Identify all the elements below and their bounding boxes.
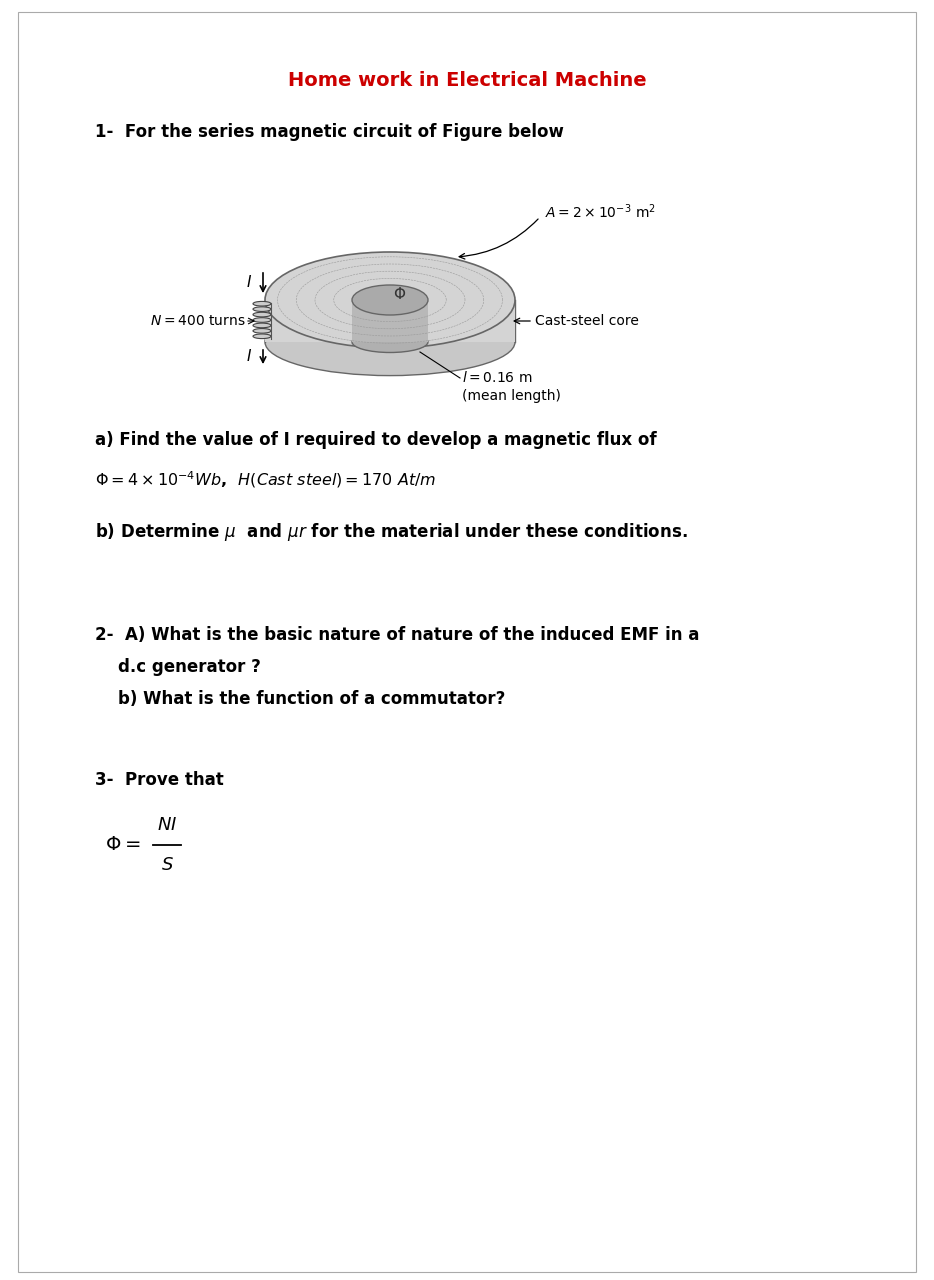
Text: $\Phi =$: $\Phi =$: [105, 836, 140, 855]
Text: $N = 400$ turns: $N = 400$ turns: [150, 314, 246, 328]
Text: a) Find the value of I required to develop a magnetic flux of: a) Find the value of I required to devel…: [95, 431, 657, 449]
Text: 1-  For the series magnetic circuit of Figure below: 1- For the series magnetic circuit of Fi…: [95, 123, 564, 141]
Ellipse shape: [352, 332, 428, 352]
Text: $\Phi = 4 \times 10^{-4}Wb$,  $H(Cast\ steel) = 170\ At/m$: $\Phi = 4 \times 10^{-4}Wb$, $H(Cast\ st…: [95, 470, 436, 490]
Text: $S$: $S$: [161, 856, 174, 874]
Text: b) What is the function of a commutator?: b) What is the function of a commutator?: [95, 690, 505, 708]
FancyBboxPatch shape: [265, 300, 515, 342]
Ellipse shape: [253, 323, 271, 328]
Text: (mean length): (mean length): [462, 389, 561, 403]
Text: Home work in Electrical Machine: Home work in Electrical Machine: [288, 70, 646, 90]
Ellipse shape: [253, 329, 271, 333]
Text: Cast-steel core: Cast-steel core: [535, 314, 639, 328]
FancyBboxPatch shape: [352, 300, 428, 342]
Ellipse shape: [265, 252, 515, 348]
FancyBboxPatch shape: [18, 12, 916, 1272]
Text: $I$: $I$: [246, 274, 252, 291]
Text: b) Determine $\mu$  and $\mu r$ for the material under these conditions.: b) Determine $\mu$ and $\mu r$ for the m…: [95, 521, 687, 543]
Text: $I$: $I$: [246, 348, 252, 364]
Text: $A = 2 \times 10^{-3}\ \mathrm{m}^2$: $A = 2 \times 10^{-3}\ \mathrm{m}^2$: [545, 202, 656, 221]
Text: 3-  Prove that: 3- Prove that: [95, 771, 224, 788]
Ellipse shape: [265, 308, 515, 375]
Ellipse shape: [253, 334, 271, 339]
Ellipse shape: [253, 312, 271, 317]
Ellipse shape: [253, 301, 271, 306]
Ellipse shape: [253, 317, 271, 323]
Text: $l = 0.16$ m: $l = 0.16$ m: [462, 370, 532, 385]
Text: $NI$: $NI$: [157, 817, 177, 835]
Text: d.c generator ?: d.c generator ?: [95, 658, 261, 676]
Ellipse shape: [253, 307, 271, 311]
Text: 2-  A) What is the basic nature of nature of the induced EMF in a: 2- A) What is the basic nature of nature…: [95, 626, 700, 644]
Ellipse shape: [352, 285, 428, 315]
Text: $\Phi$: $\Phi$: [393, 285, 406, 302]
